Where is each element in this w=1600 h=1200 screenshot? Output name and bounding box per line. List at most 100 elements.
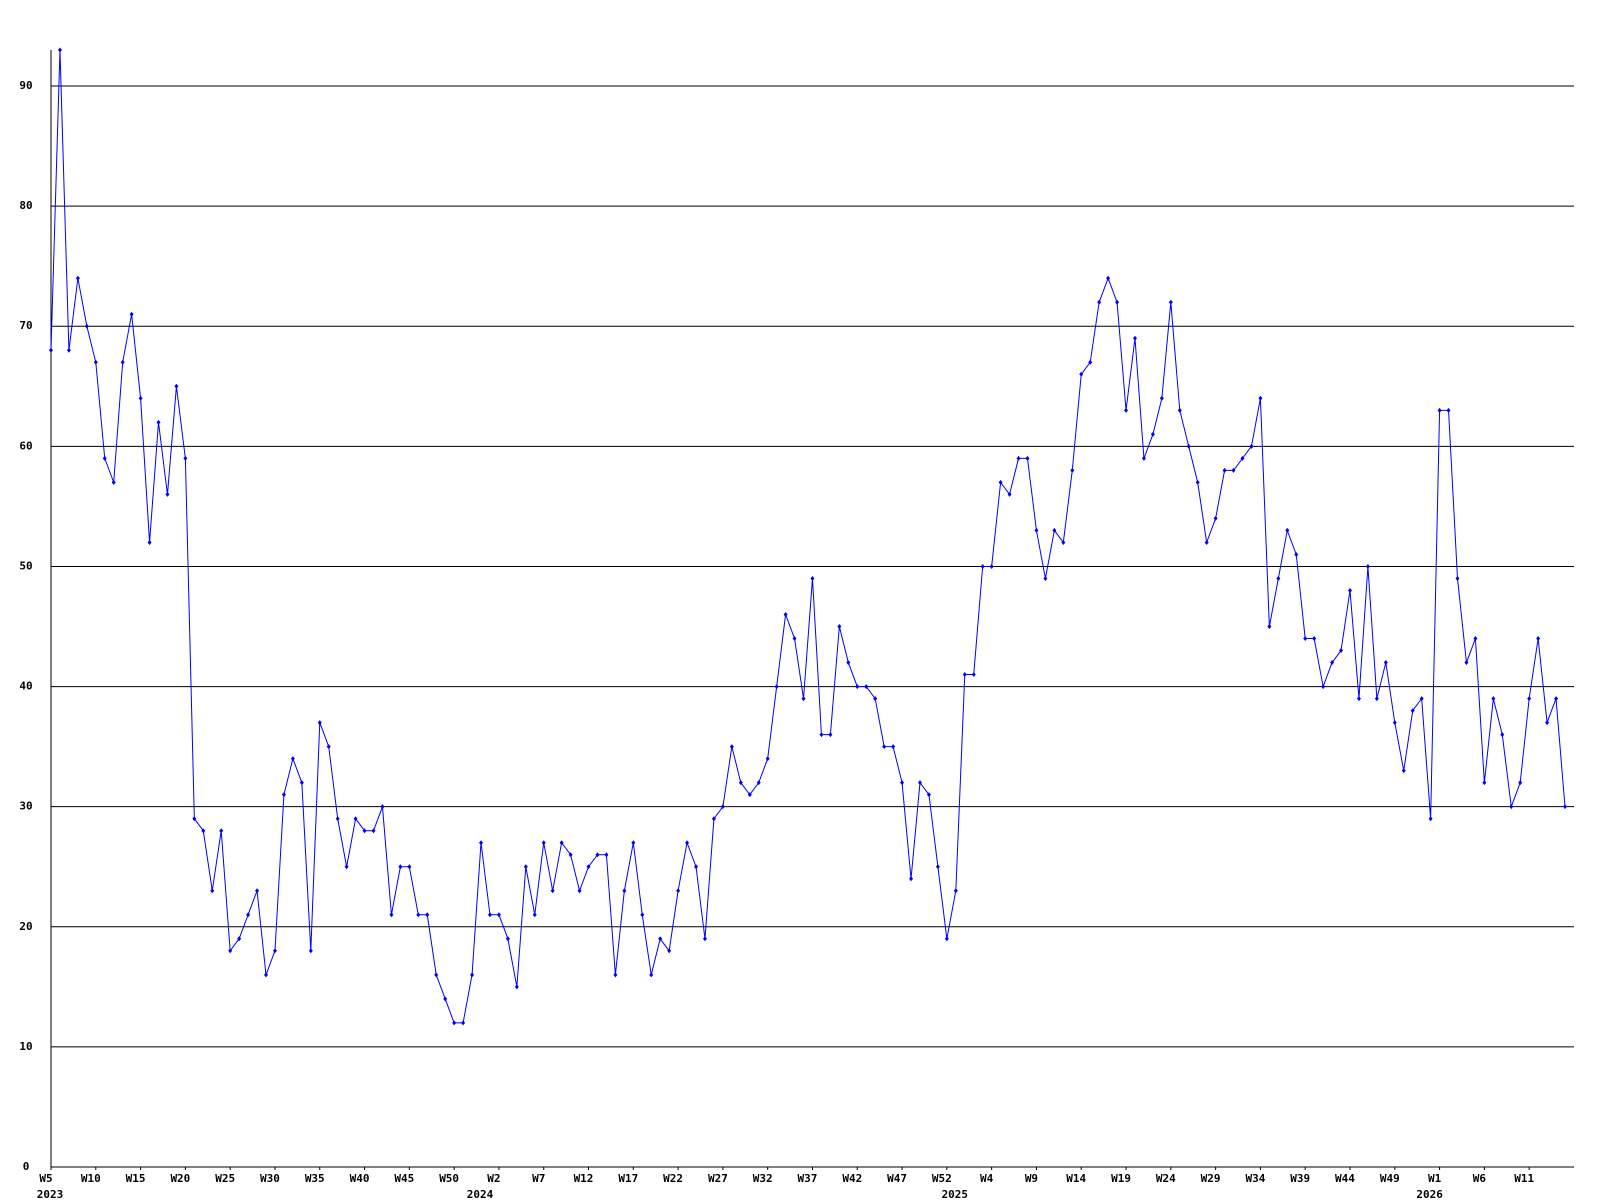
data-point <box>326 744 331 750</box>
data-point <box>577 888 582 894</box>
data-point <box>1410 708 1415 714</box>
data-point <box>1159 395 1164 401</box>
data-point <box>1303 636 1308 642</box>
data-point <box>470 972 475 978</box>
x-tick-label: W15 <box>126 1172 146 1185</box>
data-point <box>1554 696 1559 702</box>
y-tick-label: 40 <box>19 680 32 693</box>
data-point <box>1428 816 1433 822</box>
data-point <box>685 840 690 846</box>
y-tick-label: 10 <box>19 1040 32 1053</box>
data-point <box>1231 467 1236 473</box>
data-point <box>667 948 672 954</box>
data-point <box>550 888 555 894</box>
x-tick-label: W42 <box>842 1172 862 1185</box>
data-point <box>75 275 80 281</box>
data-point <box>935 864 940 870</box>
data-point <box>702 936 707 942</box>
data-point <box>93 359 98 365</box>
x-tick-label: W52 <box>932 1172 952 1185</box>
x-tick-label: W17 <box>618 1172 638 1185</box>
data-point <box>102 455 107 461</box>
data-point <box>873 696 878 702</box>
data-point <box>1482 780 1487 786</box>
x-tick-label: W22 <box>663 1172 683 1185</box>
data-point <box>1061 539 1066 545</box>
x-tick-label: W1 <box>1428 1172 1442 1185</box>
data-point <box>461 1020 466 1026</box>
data-point <box>801 696 806 702</box>
data-point <box>694 864 699 870</box>
data-point <box>138 395 143 401</box>
data-point <box>819 732 824 738</box>
data-point <box>711 816 716 822</box>
data-point <box>255 888 260 894</box>
data-point <box>389 912 394 918</box>
data-point <box>443 996 448 1002</box>
data-point <box>1527 696 1532 702</box>
data-point <box>729 744 734 750</box>
data-point <box>317 720 322 726</box>
data-point <box>228 948 233 954</box>
data-point <box>496 912 501 918</box>
x-tick-label: W10 <box>81 1172 101 1185</box>
data-point <box>165 491 170 497</box>
x-tick-label: W7 <box>532 1172 545 1185</box>
data-point <box>1204 539 1209 545</box>
data-point <box>541 840 546 846</box>
y-tick-label: 0 <box>23 1160 30 1173</box>
data-point <box>1276 575 1281 581</box>
data-point <box>1419 696 1424 702</box>
data-point <box>57 47 62 53</box>
data-point <box>604 852 609 858</box>
data-point <box>837 624 842 630</box>
data-point <box>1150 431 1155 437</box>
data-point <box>281 792 286 798</box>
data-point <box>156 419 161 425</box>
x-tick-label: W37 <box>798 1172 818 1185</box>
data-point <box>1356 696 1361 702</box>
data-point <box>1186 443 1191 449</box>
y-tick-label: 80 <box>19 199 32 212</box>
data-point <box>1473 636 1478 642</box>
x-tick-label: W50 <box>439 1172 459 1185</box>
data-point <box>1124 407 1129 413</box>
data-point <box>487 912 492 918</box>
x-tick-label: W9 <box>1025 1172 1038 1185</box>
data-point <box>407 864 412 870</box>
data-point <box>1222 467 1227 473</box>
data-point <box>1079 371 1084 377</box>
data-point <box>720 804 725 810</box>
data-point <box>765 756 770 762</box>
data-point <box>1025 455 1030 461</box>
data-point <box>416 912 421 918</box>
data-point <box>398 864 403 870</box>
x-tick-label: W2 <box>487 1172 500 1185</box>
data-point <box>514 984 519 990</box>
data-point <box>353 816 358 822</box>
data-point <box>1213 515 1218 521</box>
data-point <box>1285 527 1290 533</box>
x-tick-label: W49 <box>1380 1172 1400 1185</box>
x-tick-label: W40 <box>350 1172 370 1185</box>
x-tick-label: W19 <box>1111 1172 1131 1185</box>
data-point <box>1401 768 1406 774</box>
data-point <box>846 660 851 666</box>
y-tick-label: 30 <box>19 800 32 813</box>
x-tick-label: W35 <box>305 1172 325 1185</box>
data-point <box>290 756 295 762</box>
data-point <box>308 948 313 954</box>
data-point <box>120 359 125 365</box>
data-point <box>174 383 179 389</box>
data-point <box>1347 587 1352 593</box>
data-point <box>586 864 591 870</box>
data-point <box>1168 299 1173 305</box>
x-tick-label: W27 <box>708 1172 728 1185</box>
data-point <box>1088 359 1093 365</box>
data-point <box>1321 684 1326 690</box>
y-tick-label: 90 <box>19 79 32 92</box>
data-point <box>210 888 215 894</box>
data-point <box>1437 407 1442 413</box>
data-point <box>989 563 994 569</box>
